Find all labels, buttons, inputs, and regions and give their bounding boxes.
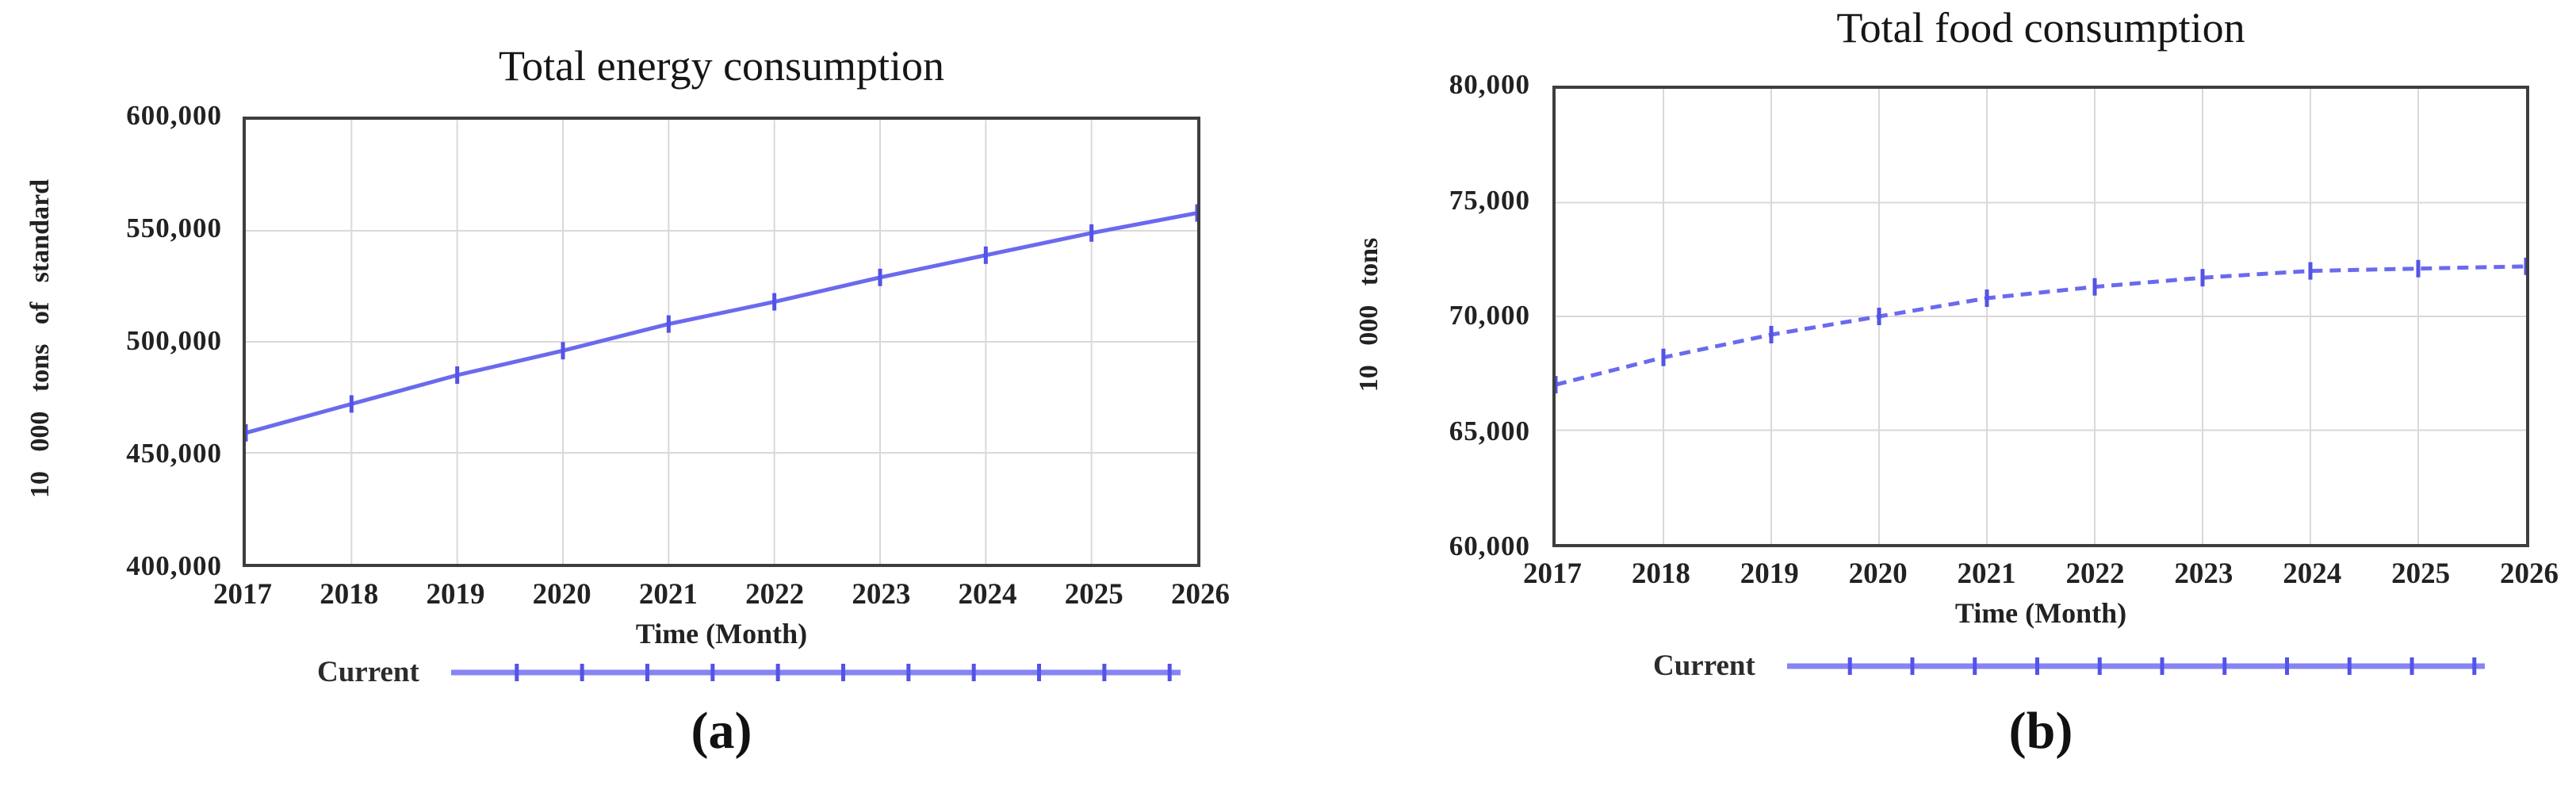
chart-b-legend-label: Current [1653,649,1755,682]
chart-a-legend-line-swatch [450,659,1181,686]
chart-b-x-tick-labels: 2017 2018 2019 2020 2021 2022 2023 2024 2025 2026 [1523,558,2559,590]
chart-b-title: Total food consumption [1836,4,2245,52]
chart-a-plot-area [243,117,1200,567]
chart-b-legend-line-swatch [1786,653,2485,680]
chart-b-x-axis-title: Time (Month) [1954,597,2127,629]
chart-a-title: Total energy consumption [498,42,945,90]
chart-b-plot-area [1552,86,2529,547]
chart-b-y-tick-labels: 80,000 75,000 70,000 65,000 60,000 [1449,69,1530,562]
chart-b-legend: Current [1653,649,2485,683]
chart-a-x-tick-labels: 2017 2018 2019 2020 2021 2022 2023 2024 2025 2026 [213,578,1230,611]
chart-a-x-axis-title: Time (Month) [635,618,808,649]
chart-a-legend: Current [317,655,1181,689]
chart-a-caption: (a) [691,702,752,760]
chart-b-caption: (b) [2008,702,2073,760]
chart-a-y-tick-labels: 600,000 550,000 500,000 450,000 400,000 [126,100,222,582]
chart-a-legend-label: Current [317,656,419,688]
